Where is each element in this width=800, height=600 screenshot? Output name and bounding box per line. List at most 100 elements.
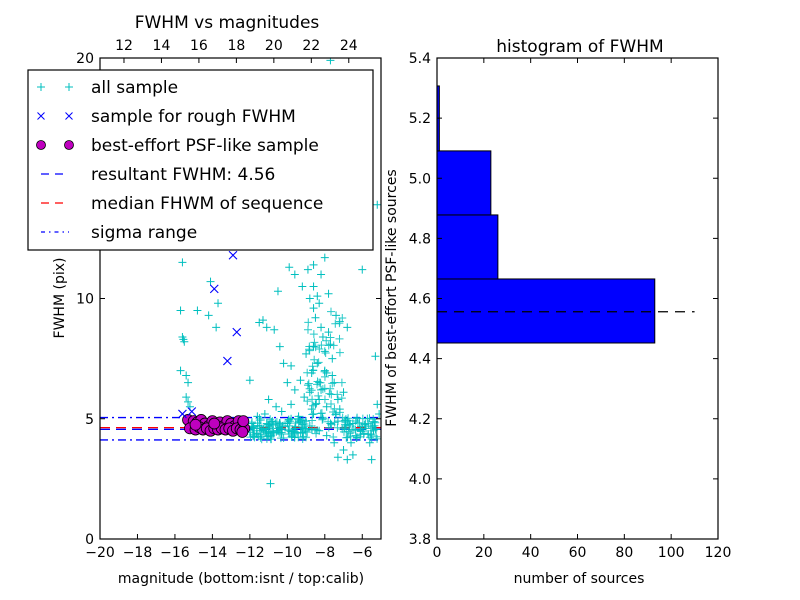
all-sample-point bbox=[184, 397, 193, 406]
all-sample-point bbox=[307, 386, 316, 395]
all-sample-point bbox=[303, 325, 312, 334]
all-sample-point bbox=[182, 393, 191, 402]
all-sample-point bbox=[330, 418, 339, 427]
legend-entry: resultant FWHM: 4.56 bbox=[41, 165, 275, 185]
legend-entry: sigma range bbox=[41, 223, 197, 243]
all-sample-point bbox=[255, 422, 264, 431]
all-sample-point bbox=[330, 404, 339, 413]
all-sample-point bbox=[326, 384, 335, 393]
scatter-top-tick-label: 12 bbox=[115, 38, 133, 54]
scatter-top-tick-label: 20 bbox=[265, 38, 283, 54]
all-sample-point bbox=[318, 332, 327, 341]
all-sample-point bbox=[348, 450, 357, 459]
all-sample-point bbox=[308, 362, 317, 371]
all-sample-point bbox=[329, 433, 338, 442]
all-sample-point bbox=[279, 433, 288, 442]
histogram-ticks: 0 20 40 60 80 100 120 3.8 4.0 4.2 4.4 4.6 4.8 5.0 5.2 5… bbox=[409, 51, 732, 561]
psf-sample-point bbox=[237, 415, 250, 428]
all-sample-point bbox=[335, 408, 344, 417]
all-sample-point bbox=[322, 402, 331, 411]
all-sample-point bbox=[262, 419, 271, 428]
legend-x-icon bbox=[37, 112, 45, 120]
all-sample-point bbox=[268, 420, 277, 429]
all-sample-point bbox=[327, 400, 336, 409]
all-sample-point bbox=[375, 409, 381, 418]
scatter-ytick-label: 20 bbox=[76, 51, 94, 67]
scatter-ytick-label: 5 bbox=[85, 412, 94, 428]
all-sample-point bbox=[309, 366, 318, 375]
scatter-ytick-label: 10 bbox=[76, 292, 94, 308]
all-sample-point bbox=[287, 361, 296, 370]
histogram-ytick-label: 4.4 bbox=[409, 352, 431, 368]
all-sample-point bbox=[315, 345, 324, 354]
all-sample-point bbox=[285, 417, 294, 426]
all-sample-point bbox=[294, 418, 303, 427]
histogram-ytick-label: 4.6 bbox=[409, 292, 431, 308]
all-sample-point bbox=[184, 378, 193, 387]
all-sample-point bbox=[272, 402, 281, 411]
histogram-xtick-label: 80 bbox=[615, 545, 633, 561]
all-sample-point bbox=[313, 377, 322, 386]
all-sample-point bbox=[309, 330, 318, 339]
all-sample-point bbox=[330, 378, 339, 387]
psf-sample-point bbox=[236, 426, 249, 438]
all-sample-point bbox=[372, 425, 381, 434]
legend: all sample sample for rough FWHM best-effo… bbox=[27, 69, 374, 251]
histogram-axes: 0 20 40 60 80 100 120 3.8 4.0 4.2 4.4 4.6 4.8 5.0 5.2 5… bbox=[384, 37, 731, 587]
all-sample-point bbox=[297, 424, 306, 433]
all-sample-point bbox=[311, 343, 320, 352]
scatter-top-tick-label: 14 bbox=[153, 38, 171, 54]
all-sample-point bbox=[349, 425, 358, 434]
all-sample-point bbox=[307, 405, 316, 414]
scatter-ticks: −20 −18 −16 −14 −12 −10 −8 −6 0 5 10 20 12 14 16 18 20 22… bbox=[76, 38, 381, 561]
all-sample-point bbox=[317, 341, 326, 350]
all-sample-point bbox=[373, 400, 381, 409]
histogram-ytick-label: 4.0 bbox=[409, 472, 431, 488]
all-sample-point bbox=[352, 414, 361, 423]
all-sample-point bbox=[302, 349, 311, 358]
all-sample-point bbox=[337, 378, 346, 387]
histogram-bar bbox=[436, 214, 499, 280]
histogram-xtick-label: 40 bbox=[522, 545, 540, 561]
all-sample-point bbox=[266, 479, 275, 488]
all-sample-point bbox=[333, 423, 342, 432]
all-sample-point bbox=[371, 418, 380, 427]
all-sample-point bbox=[324, 289, 333, 298]
all-sample-point bbox=[338, 313, 347, 322]
all-sample-point bbox=[328, 379, 337, 388]
all-sample-point bbox=[271, 419, 280, 428]
all-sample-point bbox=[309, 409, 318, 418]
all-sample-point bbox=[308, 416, 317, 425]
all-sample-point bbox=[333, 395, 342, 404]
legend-entries: all sample sample for rough FWHM best-effo… bbox=[36, 78, 323, 243]
all-sample-point bbox=[320, 347, 329, 356]
all-sample-point bbox=[267, 429, 276, 438]
all-sample-point bbox=[273, 287, 282, 296]
all-sample-point bbox=[320, 372, 329, 381]
all-sample-point bbox=[290, 270, 299, 279]
all-sample-point bbox=[314, 391, 323, 400]
all-sample-point bbox=[305, 384, 314, 393]
all-sample-point bbox=[337, 394, 346, 403]
all-sample-point bbox=[356, 427, 365, 436]
all-sample-point bbox=[295, 417, 304, 426]
all-sample-point bbox=[356, 426, 365, 435]
histogram-xtick-label: 20 bbox=[475, 545, 493, 561]
legend-label: sigma range bbox=[91, 223, 197, 243]
all-sample-point bbox=[291, 419, 300, 428]
all-sample-point bbox=[303, 381, 312, 390]
all-sample-point bbox=[307, 424, 316, 433]
histogram-ytick-label: 3.8 bbox=[409, 532, 431, 548]
rough-sample-point bbox=[222, 356, 232, 366]
all-sample-point bbox=[317, 409, 326, 418]
all-sample-point bbox=[296, 416, 305, 425]
all-sample-point bbox=[330, 438, 339, 447]
all-sample-point bbox=[284, 416, 293, 425]
scatter-xtick-label: −14 bbox=[198, 545, 228, 561]
all-sample-point bbox=[335, 348, 344, 357]
all-sample-point bbox=[313, 292, 322, 301]
all-sample-point bbox=[303, 397, 312, 406]
all-sample-point bbox=[204, 311, 213, 320]
rough-sample-point bbox=[228, 250, 238, 260]
scatter-xtick-label: −12 bbox=[235, 545, 265, 561]
